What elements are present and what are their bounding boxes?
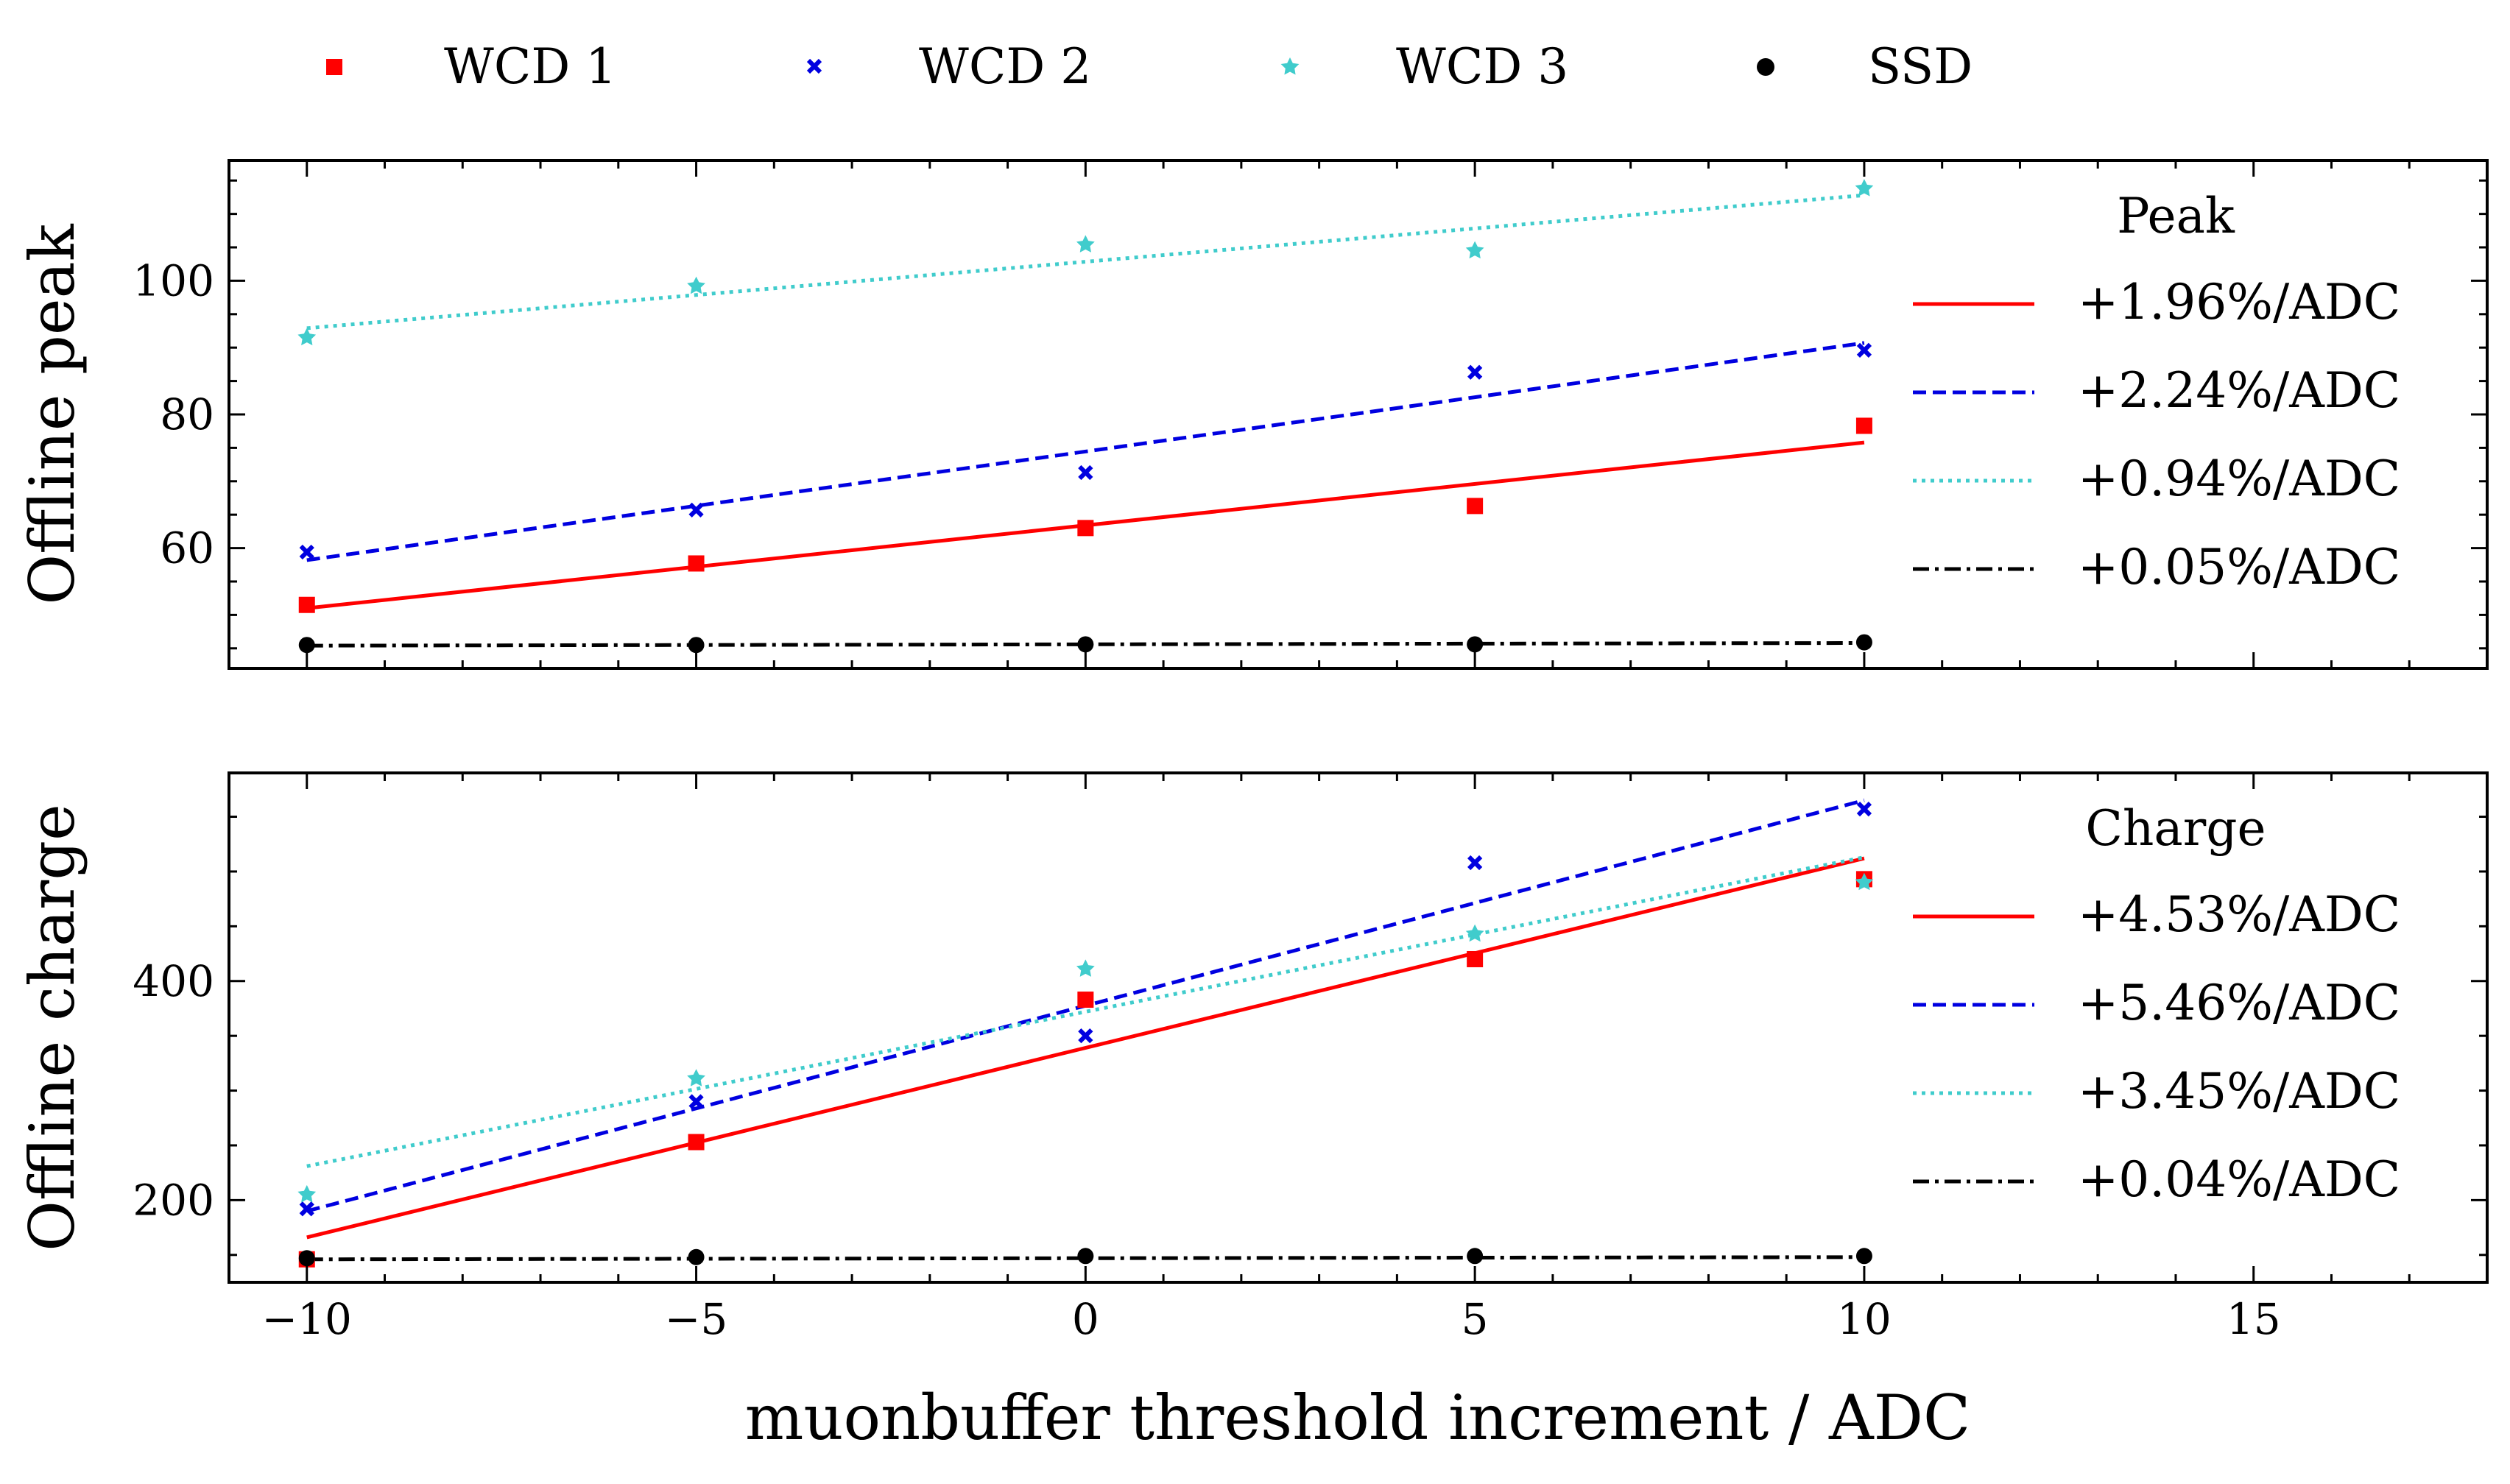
data-point-wcd3 bbox=[1465, 924, 1484, 942]
x-tick-label: 0 bbox=[1072, 1294, 1099, 1344]
charge-legend: Charge +4.53%/ADC +5.46%/ADC +3.45%/ADC +0.0… bbox=[1913, 800, 2400, 1208]
data-point-ssd bbox=[1855, 634, 1872, 651]
y-tick-label: 200 bbox=[133, 1175, 214, 1225]
legend-marker-cross bbox=[806, 58, 822, 74]
data-point-ssd bbox=[298, 1250, 315, 1267]
charge-y-axis-label: Offline charge bbox=[16, 804, 88, 1251]
data-point-wcd2 bbox=[1078, 1028, 1093, 1044]
data-point-wcd3 bbox=[1855, 179, 1874, 197]
data-point-ssd bbox=[688, 1248, 705, 1265]
charge-points bbox=[297, 801, 1874, 1268]
peak-panel: 60 80 100 Peak +1.96%/ADC +2.24%/ADC +0.94%/A… bbox=[16, 159, 2489, 670]
data-point-wcd1 bbox=[1467, 498, 1484, 515]
peak-fit-lines bbox=[306, 193, 1865, 648]
data-point-wcd1 bbox=[688, 1134, 705, 1151]
x-tick-label: 15 bbox=[2227, 1294, 2281, 1344]
data-point-wcd3 bbox=[1465, 241, 1484, 259]
peak-legend: Peak +1.96%/ADC +2.24%/ADC +0.94%/ADC +0.05%… bbox=[1913, 188, 2400, 596]
x-axis-label: muonbuffer threshold increment / ADC bbox=[745, 1382, 1970, 1454]
legend-marker-star bbox=[1280, 57, 1300, 75]
x-tick-label: 5 bbox=[1462, 1294, 1489, 1344]
fit-line-wcd3 bbox=[306, 855, 1865, 1168]
charge-axes-frame bbox=[228, 771, 2489, 1284]
legend-fit-label: +0.94%/ADC bbox=[2078, 451, 2400, 507]
legend-fit-label: +3.45%/ADC bbox=[2078, 1063, 2400, 1120]
x-tick-label: −5 bbox=[665, 1294, 728, 1344]
y-tick-label: 400 bbox=[133, 956, 214, 1006]
fit-line-wcd3 bbox=[306, 193, 1865, 331]
data-point-wcd1 bbox=[688, 555, 705, 572]
top-legend-item-wcd1: WCD 1 bbox=[326, 38, 616, 95]
legend-label-ssd: SSD bbox=[1868, 38, 1973, 95]
legend-fit-label: +0.04%/ADC bbox=[2078, 1151, 2400, 1208]
charge-axis-ticks: −10 −5 0 5 10 15 200 400 bbox=[133, 773, 2489, 1344]
data-point-wcd2 bbox=[1467, 364, 1483, 380]
data-point-wcd3 bbox=[1076, 235, 1095, 252]
data-point-wcd3 bbox=[1855, 872, 1874, 891]
peak-axis-ticks: 60 80 100 bbox=[133, 160, 2489, 668]
top-legend-item-wcd3: WCD 3 bbox=[1280, 38, 1568, 95]
legend-label-wcd2: WCD 2 bbox=[919, 38, 1091, 95]
y-tick-label: 60 bbox=[160, 523, 214, 573]
data-point-wcd1 bbox=[298, 596, 315, 613]
legend-fit-label: +4.53%/ADC bbox=[2078, 886, 2400, 943]
legend-fit-label: +5.46%/ADC bbox=[2078, 975, 2400, 1031]
legend-fit-label: +1.96%/ADC bbox=[2078, 274, 2400, 331]
fit-line-wcd2 bbox=[306, 341, 1865, 562]
data-point-ssd bbox=[1077, 1248, 1094, 1265]
charge-fit-lines bbox=[306, 798, 1865, 1262]
data-point-wcd3 bbox=[687, 276, 705, 294]
data-point-wcd3 bbox=[297, 1184, 317, 1203]
data-point-wcd1 bbox=[1077, 520, 1094, 537]
data-point-wcd2 bbox=[299, 544, 314, 560]
data-point-wcd2 bbox=[688, 1094, 704, 1109]
data-point-wcd1 bbox=[1077, 992, 1094, 1008]
data-point-ssd bbox=[1077, 636, 1094, 653]
legend-label-wcd1: WCD 1 bbox=[444, 38, 616, 95]
data-point-wcd2 bbox=[299, 1201, 314, 1217]
top-legend-item-wcd2: WCD 2 bbox=[806, 38, 1091, 95]
fit-line-wcd1 bbox=[306, 856, 1865, 1240]
data-point-ssd bbox=[1467, 1248, 1484, 1265]
peak-points bbox=[297, 179, 1874, 654]
legend-fit-label: +2.24%/ADC bbox=[2078, 362, 2400, 419]
data-point-wcd2 bbox=[1856, 801, 1872, 817]
legend-title: Charge bbox=[2085, 800, 2266, 857]
data-point-ssd bbox=[1467, 636, 1484, 653]
legend-label-wcd3: WCD 3 bbox=[1396, 38, 1568, 95]
fit-line-ssd bbox=[306, 641, 1864, 648]
x-tick-label: 10 bbox=[1837, 1294, 1892, 1344]
top-legend: WCD 1 WCD 2 WCD 3 SSD bbox=[326, 38, 1973, 95]
fit-line-ssd bbox=[306, 1255, 1864, 1262]
data-point-wcd3 bbox=[1076, 959, 1095, 977]
y-tick-label: 80 bbox=[160, 389, 214, 439]
data-point-wcd2 bbox=[688, 502, 704, 517]
data-point-ssd bbox=[688, 637, 705, 654]
charge-panel: −10 −5 0 5 10 15 200 400 Charge +4.53%/ADC +5.46%… bbox=[16, 771, 2489, 1344]
data-point-wcd2 bbox=[1078, 464, 1093, 481]
data-point-wcd1 bbox=[1467, 950, 1484, 967]
peak-y-axis-label: Offline peak bbox=[16, 223, 88, 604]
data-point-wcd2 bbox=[1856, 342, 1872, 358]
data-point-wcd3 bbox=[687, 1069, 705, 1086]
data-point-wcd3 bbox=[297, 328, 317, 346]
data-point-ssd bbox=[298, 637, 315, 654]
x-tick-label: −10 bbox=[262, 1294, 352, 1344]
top-legend-item-ssd: SSD bbox=[1757, 38, 1973, 95]
legend-fit-label: +0.05%/ADC bbox=[2078, 539, 2400, 596]
legend-marker-circle bbox=[1757, 58, 1774, 76]
data-point-ssd bbox=[1855, 1248, 1872, 1265]
legend-title: Peak bbox=[2117, 188, 2235, 244]
data-point-wcd2 bbox=[1467, 855, 1483, 871]
legend-marker-square bbox=[326, 59, 342, 75]
y-tick-label: 100 bbox=[133, 255, 214, 305]
peak-axes-frame bbox=[228, 159, 2489, 670]
data-point-wcd1 bbox=[1855, 417, 1872, 434]
